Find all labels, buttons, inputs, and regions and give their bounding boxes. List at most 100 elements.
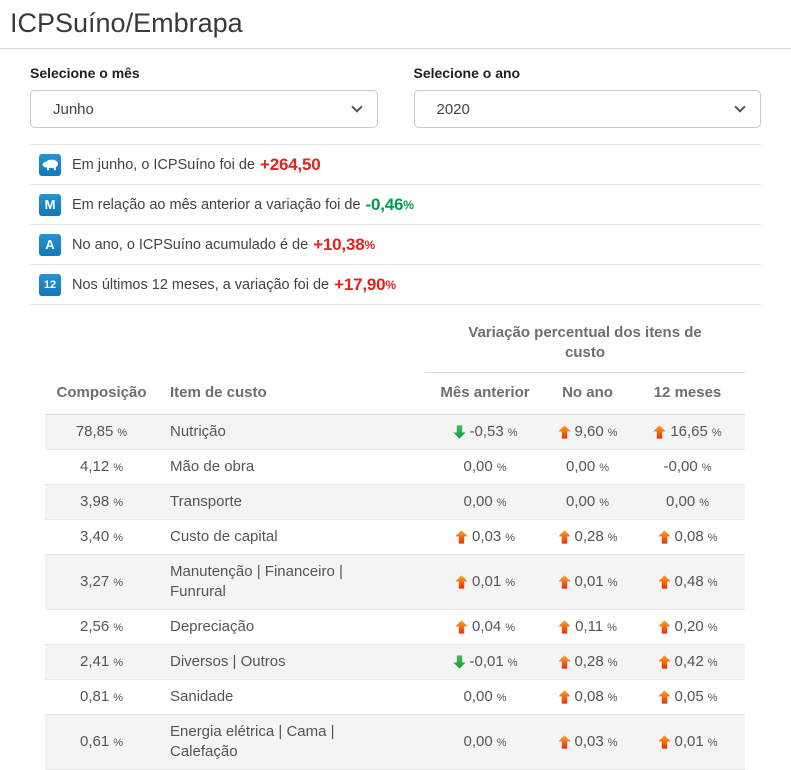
percent-sign: % — [599, 462, 609, 474]
variation-value: 0,28 — [574, 528, 604, 545]
cost-item-cell: Diversos | Outros — [158, 644, 425, 680]
group-header: Variação percentual dos itens de custo — [425, 313, 745, 373]
12-months-variation-cell: 16,65% — [630, 414, 745, 450]
cost-table: Variação percentual dos itens de custo C… — [45, 313, 745, 770]
group-header-spacer — [45, 313, 425, 373]
up-arrow-icon — [557, 690, 571, 704]
variation-value: -0,01 — [469, 653, 504, 670]
month-badge-icon: M — [39, 193, 61, 216]
percent-sign: % — [707, 622, 718, 634]
percent-sign: % — [607, 737, 618, 749]
cost-item-cell: Mão de obra — [158, 449, 425, 485]
composition-cell: 0,61% — [45, 714, 158, 770]
summary-value: +17,90 — [334, 274, 386, 294]
variation-value: 0,05 — [674, 688, 704, 705]
variation-value: 0,00 — [566, 458, 596, 475]
table-row: 4,12% Mão de obra 0,00% 0,00% -0,00% — [45, 449, 745, 485]
composition-cell: 2,41% — [45, 644, 158, 680]
table-row: 0,61% Energia elétrica | Cama | Calefaçã… — [45, 714, 745, 770]
percent-sign: % — [707, 692, 718, 704]
up-arrow-icon — [657, 575, 671, 589]
up-arrow-icon — [557, 530, 571, 544]
year-filter: Selecione o ano 2020 — [413, 65, 761, 128]
month-variation-cell: 0,01% — [425, 554, 545, 610]
table-row: 0,81% Sanidade 0,00% 0,08% 0,05% — [45, 679, 745, 715]
table-row: 2,41% Diversos | Outros -0,01% 0,28% 0,4… — [45, 644, 745, 680]
summary-unit: % — [403, 197, 414, 212]
up-arrow-icon — [557, 655, 571, 669]
month-select[interactable]: Junho — [30, 90, 378, 128]
month-filter-label: Selecione o mês — [30, 65, 140, 81]
percent-sign: % — [505, 622, 515, 634]
variation-value: 0,00 — [463, 688, 493, 705]
variation-value: 0,11 — [575, 618, 604, 635]
cost-item-cell: Manutenção | Financeiro | Funrural — [158, 554, 425, 610]
percent-sign: % — [496, 737, 507, 749]
variation-value: 0,28 — [574, 653, 604, 670]
variation-value: 0,00 — [566, 493, 596, 510]
variation-value: 0,48 — [674, 573, 704, 590]
column-header-composition: Composição — [45, 372, 158, 415]
12-months-variation-cell: 0,08% — [630, 519, 745, 555]
column-header-year: No ano — [545, 372, 630, 415]
cost-item-cell: Energia elétrica | Cama | Calefação — [158, 714, 425, 770]
up-arrow-icon — [557, 425, 571, 439]
year-variation-cell: 0,11% — [545, 609, 630, 645]
percent-sign: % — [699, 497, 709, 509]
twelve-months-badge-icon: 12 — [39, 273, 61, 296]
variation-value: 0,03 — [472, 528, 502, 545]
year-variation-cell: 0,28% — [545, 644, 630, 680]
column-header-12-months: 12 meses — [630, 372, 745, 415]
composition-cell: 3,40% — [45, 519, 158, 555]
percent-sign: % — [496, 462, 507, 474]
year-select[interactable]: 2020 — [413, 90, 761, 128]
summary-value: +264,50 — [259, 154, 321, 174]
year-filter-label: Selecione o ano — [413, 65, 521, 81]
percent-sign: % — [607, 532, 618, 544]
variation-value: 0,01 — [574, 573, 604, 590]
up-arrow-icon — [657, 690, 671, 704]
page-title: ICPSuíno/Embrapa — [10, 8, 243, 38]
year-badge-icon: A — [39, 233, 61, 256]
year-variation-cell: 0,03% — [545, 714, 630, 770]
variation-value: 0,03 — [574, 733, 604, 750]
table-row: 78,85% Nutrição -0,53% 9,60% 16,65% — [45, 414, 745, 450]
percent-sign: % — [496, 497, 507, 509]
month-variation-cell: 0,00% — [425, 484, 545, 520]
summary-text: Em relação ao mês anterior a variação fo… — [72, 196, 361, 213]
percent-sign: % — [701, 462, 712, 474]
summary-value: -0,46 — [365, 194, 404, 214]
title-divider — [0, 48, 791, 49]
cost-item-cell: Custo de capital — [158, 519, 425, 555]
variation-value: 0,01 — [674, 733, 704, 750]
cost-table-section: Variação percentual dos itens de custo C… — [45, 313, 745, 770]
year-variation-cell: 0,00% — [545, 484, 630, 520]
composition-cell: 4,12% — [45, 449, 158, 485]
percent-sign: % — [505, 532, 515, 544]
up-arrow-icon — [653, 425, 666, 439]
year-variation-cell: 0,08% — [545, 679, 630, 715]
percent-sign: % — [711, 427, 722, 439]
table-row: 3,27% Manutenção | Financeiro | Funrural… — [45, 554, 745, 610]
year-variation-cell: 0,00% — [545, 449, 630, 485]
percent-sign: % — [607, 577, 618, 589]
composition-cell: 3,27% — [45, 554, 158, 610]
pig-icon — [39, 153, 61, 176]
month-variation-cell: -0,01% — [425, 644, 545, 680]
up-arrow-icon — [455, 620, 468, 634]
percent-sign: % — [607, 692, 618, 704]
12-months-variation-cell: 0,42% — [630, 644, 745, 680]
variation-value: 0,01 — [472, 573, 502, 590]
summary-text: Em junho, o ICPSuíno foi de — [72, 156, 255, 173]
variation-value: 0,00 — [666, 493, 696, 510]
summary-item: A No ano, o ICPSuíno acumulado é de +10,… — [30, 225, 761, 265]
filter-bar: Selecione o mês Junho Selecione o ano 20… — [0, 49, 791, 128]
column-header-month: Mês anterior — [425, 372, 545, 415]
12-months-variation-cell: 0,00% — [630, 484, 745, 520]
percent-sign: % — [599, 497, 609, 509]
12-months-variation-cell: 0,48% — [630, 554, 745, 610]
up-arrow-icon — [657, 655, 671, 669]
month-filter: Selecione o mês Junho — [30, 65, 378, 128]
variation-value: 9,60 — [574, 423, 604, 440]
month-variation-cell: 0,04% — [425, 609, 545, 645]
